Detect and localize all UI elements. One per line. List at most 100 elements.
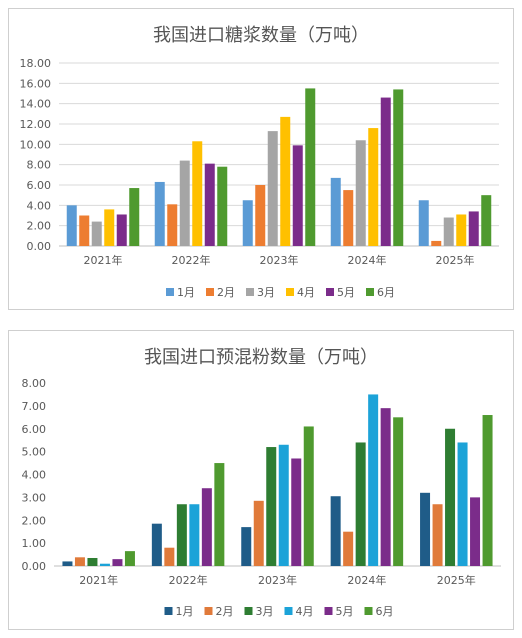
y-tick-label: 0.00 [27,240,52,253]
y-tick-label: 7.00 [22,400,47,413]
legend-swatch [326,288,334,296]
bar-2024年-4月 [368,394,379,566]
bar-2024年-2月 [343,190,354,246]
x-tick-label: 2025年 [437,573,476,587]
legend-swatch [204,607,213,615]
bar-2024年-6月 [393,417,404,566]
bar-2022年-1月 [154,181,165,246]
bar-2024年-1月 [330,496,341,566]
bar-2021年-5月 [116,214,127,246]
x-tick-label: 2022年 [169,573,208,587]
bar-2023年-5月 [292,145,303,246]
y-tick-label: 3.00 [22,491,47,504]
y-tick-label: 8.00 [22,377,47,390]
legend-swatch [286,288,294,296]
bar-2022年-2月 [164,547,175,566]
bar-2021年-2月 [79,215,90,246]
x-tick-label: 2025年 [436,253,475,267]
legend-label: 1月 [177,286,195,299]
bar-2021年-1月 [66,205,77,246]
bar-2023年-2月 [253,500,264,566]
y-tick-label: 2.00 [22,514,47,527]
bar-2024年-5月 [380,408,391,566]
legend-label: 5月 [337,286,355,299]
legend-swatch [364,607,373,615]
y-tick-label: 10.00 [20,138,52,151]
legend-label: 3月 [256,605,274,618]
bar-2021年-6月 [124,551,135,566]
bar-2022年-6月 [217,166,228,246]
x-tick-label: 2021年 [79,573,118,587]
bar-2025年-4月 [456,214,467,246]
y-tick-label: 5.00 [22,446,47,459]
legend-label: 2月 [216,605,234,618]
y-tick-label: 6.00 [22,423,47,436]
bar-2021年-3月 [87,557,98,566]
bar-2024年-5月 [380,97,391,246]
chart-title: 我国进口预混粉数量（万吨） [144,347,378,368]
bar-2021年-3月 [91,221,102,246]
y-tick-label: 14.00 [20,98,52,111]
x-tick-label: 2022年 [172,253,211,267]
legend-swatch [324,607,333,615]
bar-2025年-4月 [457,442,468,566]
x-tick-label: 2024年 [348,253,387,267]
legend-swatch [206,288,214,296]
bar-2023年-1月 [242,200,253,246]
bar-2022年-4月 [189,504,200,566]
bar-2023年-6月 [305,88,316,247]
bar-2023年-5月 [291,458,302,566]
bar-2024年-3月 [355,442,366,566]
bar-2025年-2月 [432,504,443,566]
y-tick-label: 6.00 [27,179,52,192]
bar-2024年-4月 [368,128,379,246]
legend-label: 6月 [376,605,394,618]
legend-swatch [284,607,293,615]
bar-2023年-4月 [280,116,291,246]
y-tick-label: 8.00 [27,159,52,172]
y-tick-label: 4.00 [22,469,47,482]
legend-swatch [366,288,374,296]
bar-2021年-4月 [104,209,115,246]
y-tick-label: 2.00 [27,220,52,233]
bar-2021年-6月 [129,188,140,246]
bar-2025年-3月 [443,217,454,246]
bar-2025年-3月 [445,428,456,566]
y-tick-label: 18.00 [20,57,52,70]
bar-2025年-6月 [481,195,492,246]
bar-2022年-3月 [176,504,187,566]
bar-2023年-6月 [303,426,314,566]
bar-2021年-4月 [99,563,110,566]
legend-label: 4月 [296,605,314,618]
y-tick-label: 12.00 [20,118,52,131]
bar-2023年-4月 [278,444,289,566]
x-tick-label: 2021年 [84,253,123,267]
bar-2025年-1月 [420,492,431,566]
x-tick-label: 2023年 [260,253,299,267]
y-tick-label: 4.00 [27,199,52,212]
bar-2022年-4月 [192,141,203,246]
bar-2022年-5月 [201,488,212,566]
bar-2025年-5月 [468,211,479,246]
legend-swatch [246,288,254,296]
y-tick-label: 16.00 [20,77,52,90]
legend-label: 4月 [297,286,315,299]
y-tick-label: 1.00 [22,537,47,550]
x-tick-label: 2024年 [347,573,386,587]
x-tick-label: 2023年 [258,573,297,587]
legend-swatch [166,288,174,296]
bar-2024年-2月 [343,531,354,566]
bar-2025年-6月 [482,415,493,566]
syrup-import-bar-chart: 0.00 2.00 4.00 6.00 8.00 10.00 12.00 14.00 16.00… [20,57,499,299]
bar-2022年-2月 [167,204,178,246]
legend-label: 3月 [257,286,275,299]
bar-2021年-2月 [74,557,85,566]
legend-label: 6月 [377,286,395,299]
bar-2024年-1月 [330,177,341,246]
legend-label: 2月 [217,286,235,299]
bar-2023年-3月 [266,447,277,566]
legend-label: 1月 [176,605,194,618]
chart-title: 我国进口糖浆数量（万吨） [153,25,369,46]
premix-import-bar-chart: 0.00 1.00 2.00 3.00 4.00 5.00 6.00 7.00 8.00 2021… [22,377,501,618]
bar-2022年-5月 [204,163,215,246]
